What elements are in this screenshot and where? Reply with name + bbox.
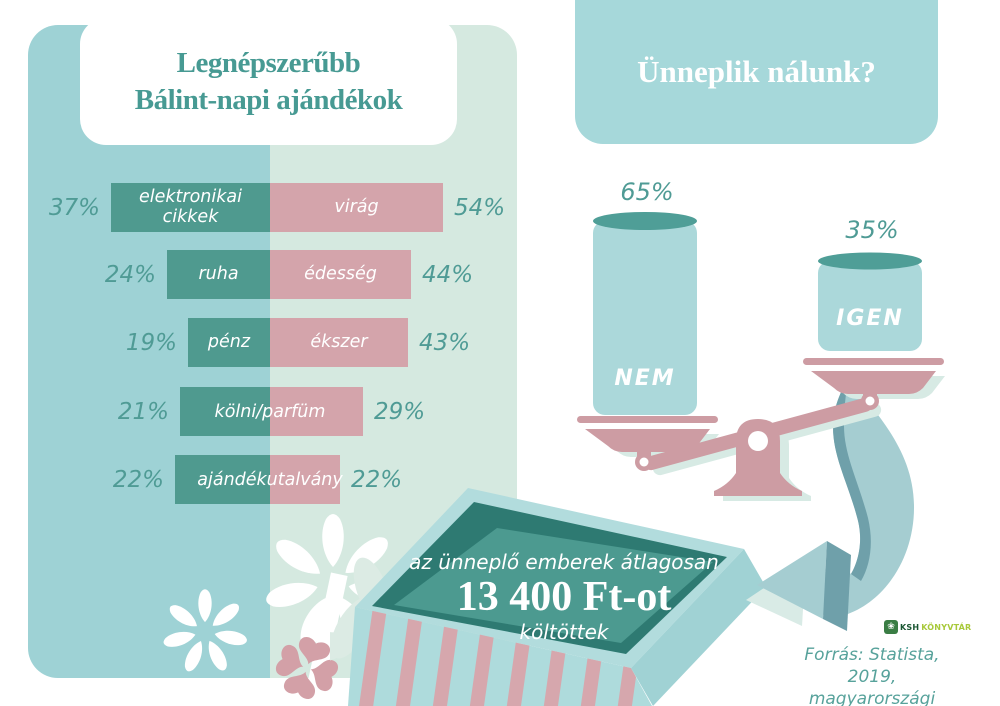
left-value-label: 24% [104, 261, 156, 288]
left-bar [180, 387, 270, 436]
gift-bar-row: 37% elektronikai cikkek virág 54% [0, 183, 1000, 232]
scale-right-pan-icon [803, 358, 944, 410]
row-right-side: ékszer 43% [270, 318, 470, 367]
source-note: Forrás: Statista, 2019, magyarországi fe… [782, 644, 962, 706]
right-value-label: 44% [422, 261, 474, 288]
gift-bar-row: 22% 22% ajándékutalvány [0, 455, 1000, 504]
source-line2: magyarországi felmérés [808, 689, 936, 706]
right-bar-label: édesség [304, 263, 377, 284]
row-right-side: 29% [270, 387, 425, 436]
gift-bar-row: 19% pénz ékszer 43% [0, 318, 1000, 367]
scale-no-value: 65% [620, 178, 673, 206]
gift-box-icon [330, 488, 766, 706]
yes-cylinder-icon: IGEN [818, 252, 922, 351]
gift-bar-row: 24% ruha édesség 44% [0, 250, 1000, 299]
right-bar-label: ékszer [310, 331, 368, 352]
question-card: Ünneplik nálunk? [575, 0, 938, 144]
page-title-line1: Legnépszerűbb [176, 46, 361, 79]
spending-line1: az ünneplő emberek átlagosan [409, 550, 719, 574]
spending-line2: költöttek [519, 620, 609, 644]
row-left-side: 19% pénz [126, 318, 270, 367]
row-right-side: édesség 44% [270, 250, 473, 299]
source-line1: Forrás: Statista, 2019, [804, 645, 940, 687]
scale-yes-label: IGEN [836, 306, 904, 331]
scale-no-label: NEM [614, 366, 675, 391]
left-value-label: 19% [125, 329, 177, 356]
right-value-label: 43% [419, 329, 471, 356]
right-bar: édesség [270, 250, 411, 299]
row-left-side: 22% [113, 455, 270, 504]
row-left-side: 21% [118, 387, 270, 436]
right-value-label: 54% [454, 194, 506, 221]
spending-amount: 13 400 Ft-ot [456, 574, 672, 620]
spanning-bar-label: ajándékutalvány [197, 469, 343, 490]
spending-note: az ünneplő emberek átlagosan 13 400 Ft-o… [403, 549, 725, 645]
right-bar-label: virág [334, 196, 379, 217]
page-title-card: Legnépszerűbb Bálint-napi ajándékok [80, 18, 457, 145]
spanning-bar-label: kölni/parfüm [214, 401, 326, 422]
left-bar-label: pénz [207, 331, 251, 352]
left-bar-label: ruha [198, 263, 239, 284]
left-bar: elektronikai cikkek [111, 183, 270, 232]
row-left-side: 37% elektronikai cikkek [49, 183, 270, 232]
left-bar-label: elektronikai cikkek [139, 186, 242, 227]
row-left-side: 24% ruha [105, 250, 270, 299]
logo-text-primary: KSH [900, 622, 920, 632]
left-bar: pénz [188, 318, 270, 367]
right-bar [270, 387, 363, 436]
left-value-label: 37% [48, 194, 100, 221]
scale-left-pan-icon [577, 416, 718, 471]
balance-scale-icon: NEM IGEN 65% 35% [577, 178, 945, 501]
gift-bar-row: 21% 29% kölni/parfüm [0, 387, 1000, 436]
left-value-label: 22% [112, 466, 164, 493]
clover-icon [273, 637, 341, 702]
right-bar [270, 455, 340, 504]
left-bar [175, 455, 270, 504]
right-bar: virág [270, 183, 443, 232]
swirl-arrow-icon [746, 377, 915, 631]
right-bar: ékszer [270, 318, 408, 367]
logo-text-secondary: KÖNYVTÁR [921, 622, 972, 632]
right-value-label: 29% [374, 398, 426, 425]
ksh-logo-icon: ❀ [884, 620, 898, 634]
ksh-library-logo: ❀ KSH KÖNYVTÁR [884, 620, 971, 634]
scale-yes-value: 35% [845, 216, 898, 244]
row-right-side: 22% [270, 455, 402, 504]
page-title-line2: Bálint-napi ajándékok [134, 83, 403, 116]
row-right-side: virág 54% [270, 183, 505, 232]
scale-pedestal-icon [714, 419, 802, 496]
right-value-label: 22% [351, 466, 403, 493]
question-title: Ünneplik nálunk? [637, 54, 876, 89]
left-bar: ruha [167, 250, 270, 299]
no-cylinder-icon: NEM [593, 212, 697, 415]
left-value-label: 21% [117, 398, 169, 425]
